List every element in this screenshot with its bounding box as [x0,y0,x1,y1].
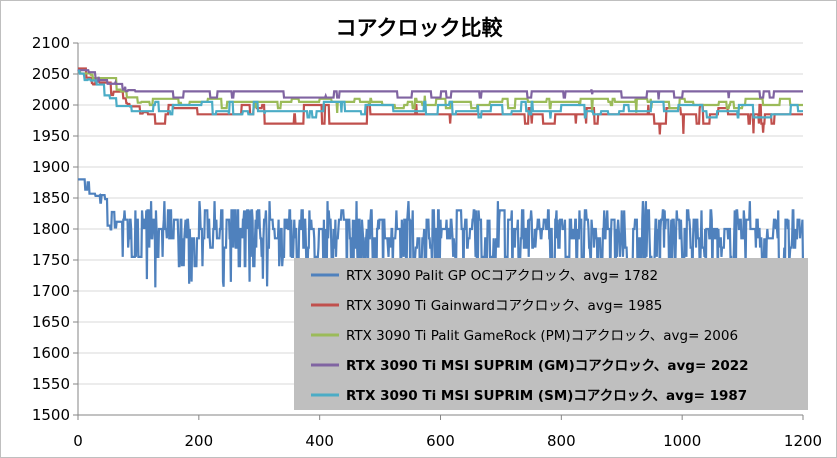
x-tick-label: 400 [305,432,334,450]
legend-box [294,258,808,410]
x-tick-label: 1000 [663,432,701,450]
chart-title: コアクロック比較 [336,16,504,40]
x-tick-label: 200 [185,432,214,450]
y-tick-label: 1600 [32,344,70,362]
legend-label: RTX 3090 Ti MSI SUPRIM (GM)コアクロック、avg= 2… [346,358,749,374]
y-tick-label: 1800 [32,220,70,238]
series-line-5 [78,69,803,119]
series-line-4 [77,69,803,100]
y-tick-label: 1500 [32,406,70,424]
y-tick-label: 1700 [32,282,70,300]
y-tick-label: 2050 [32,65,70,83]
y-tick-label: 2100 [32,34,70,52]
legend-label: RTX 3090 Ti MSI SUPRIM (SM)コアクロック、avg= 1… [346,388,747,404]
y-tick-label: 1550 [32,375,70,393]
legend: RTX 3090 Palit GP OCコアクロック、avg= 1782 RTX … [294,258,808,410]
y-tick-label: 2000 [32,96,70,114]
y-tick-label: 1900 [32,158,70,176]
series-line-3 [78,69,803,114]
series-line-1 [78,178,805,288]
y-tick-label: 1650 [32,313,70,331]
legend-label: RTX 3090 Palit GP OCコアクロック、avg= 1782 [346,268,658,284]
y-axis-ticks: 1500 1550 1600 1650 1700 1750 1800 1850 1900 1950… [32,34,78,424]
y-tick-label: 1850 [32,189,70,207]
x-tick-label: 800 [547,432,576,450]
x-tick-label: 1200 [784,432,822,450]
legend-label: RTX 3090 Ti Palit GameRock (PM)コアクロック、av… [346,328,738,344]
x-tick-label: 600 [426,432,455,450]
y-tick-label: 1750 [32,251,70,269]
series-lines [77,67,805,288]
x-axis-ticks: 0 200 400 600 800 1000 1200 [73,415,822,450]
y-tick-label: 1950 [32,127,70,145]
series-line-2 [78,67,803,135]
legend-label: RTX 3090 Ti Gainwardコアクロック、avg= 1985 [346,298,662,314]
x-tick-label: 0 [73,432,83,450]
